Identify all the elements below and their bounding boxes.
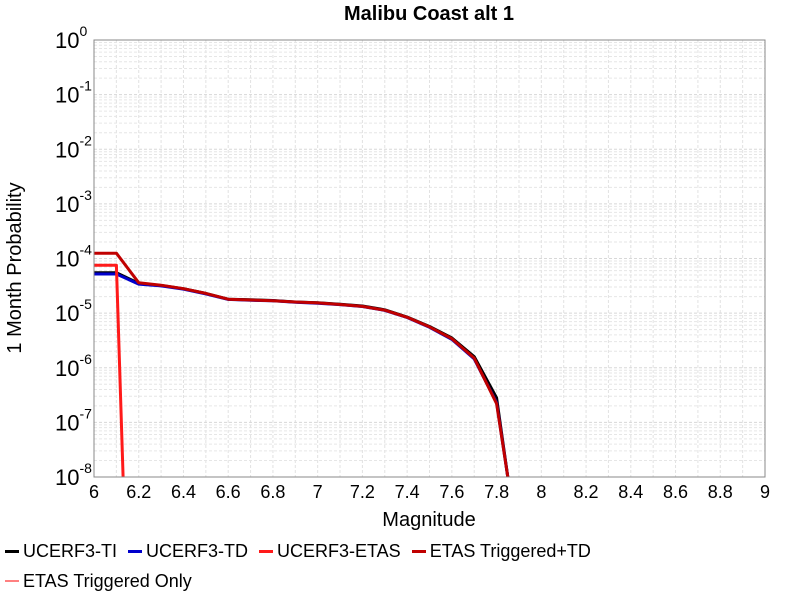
legend: UCERF3-TI UCERF3-TD UCERF3-ETAS ETAS Trigge… [0,536,800,596]
x-tick-label: 9 [760,482,770,502]
legend-item: UCERF3-TD [123,541,248,562]
x-tick-label: 6.6 [216,482,241,502]
legend-label: ETAS Triggered+TD [429,540,591,561]
x-tick-label: 7.4 [395,482,420,502]
legend-swatch [5,580,19,582]
legend-swatch [5,549,19,553]
legend-row: UCERF3-TI UCERF3-TD UCERF3-ETAS ETAS Trigge… [0,536,800,566]
y-tick-label: 10-6 [55,351,92,381]
legend-label: UCERF3-TD [146,540,248,561]
x-tick-label: 6.2 [126,482,151,502]
x-tick-label: 7.6 [439,482,464,502]
series-line-etas-triggered-td [94,251,510,478]
x-tick-label: 8.8 [708,482,733,502]
legend-swatch [411,549,426,553]
y-tick-label: 100 [55,23,87,53]
y-tick-label: 10-4 [55,242,92,272]
x-tick-label: 7 [313,482,323,502]
y-tick-label: 10-3 [55,187,92,217]
legend-swatch [259,549,273,553]
x-tick-label: 8.6 [663,482,688,502]
x-tick-label: 6 [89,482,99,502]
legend-item: UCERF3-TI [0,541,117,562]
legend-row: ETAS Triggered Only [0,566,800,596]
series-line-ucerf3-td [94,272,510,478]
x-tick-label: 7.2 [350,482,375,502]
series-layer [94,251,510,478]
grid [93,40,766,478]
legend-swatch [128,549,142,553]
chart: Malibu Coast alt 1 Magnitude 1 Month Pro… [4,3,770,531]
legend-label: UCERF3-TI [23,540,117,561]
y-tick-label: 10-7 [55,405,92,435]
y-tick-label: 10-2 [55,132,92,162]
chart-title: Malibu Coast alt 1 [344,3,514,25]
legend-item: ETAS Triggered+TD [407,541,591,562]
y-tick-label: 10-1 [55,78,92,108]
x-tick-label: 8.4 [618,482,643,502]
y-ticks: 100 10-1 10-2 10-3 10-4 10-5 10-6 10-7 10-8 [55,23,92,490]
legend-label: UCERF3-ETAS [277,540,401,561]
x-tick-label: 6.8 [260,482,285,502]
x-ticks: 6 6.2 6.4 6.6 6.8 7 7.2 7.4 7.6 7.8 8 8.2 8.4 8.6 8.8 9 [89,482,770,502]
legend-item: ETAS Triggered Only [0,571,192,592]
legend-label: ETAS Triggered Only [23,570,192,591]
y-tick-label: 10-5 [55,296,92,326]
x-tick-label: 7.8 [484,482,509,502]
plot-frame [93,39,766,478]
series-line-ucerf3-etas [94,263,125,478]
x-axis-label: Magnitude [382,509,475,531]
y-tick-label: 10-8 [55,460,92,490]
x-tick-label: 8.2 [574,482,599,502]
x-tick-label: 6.4 [171,482,196,502]
legend-item: UCERF3-ETAS [254,541,401,562]
x-tick-label: 8 [536,482,546,502]
y-axis-label: 1 Month Probability [4,182,26,353]
